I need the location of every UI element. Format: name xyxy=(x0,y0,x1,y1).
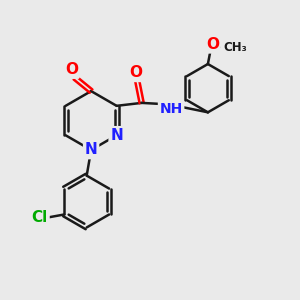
Text: N: N xyxy=(110,128,123,143)
Text: O: O xyxy=(65,62,78,77)
Text: O: O xyxy=(206,37,219,52)
Text: NH: NH xyxy=(160,102,183,116)
Text: O: O xyxy=(129,65,142,80)
Text: Cl: Cl xyxy=(32,210,48,225)
Text: CH₃: CH₃ xyxy=(223,41,247,54)
Text: N: N xyxy=(85,142,98,158)
